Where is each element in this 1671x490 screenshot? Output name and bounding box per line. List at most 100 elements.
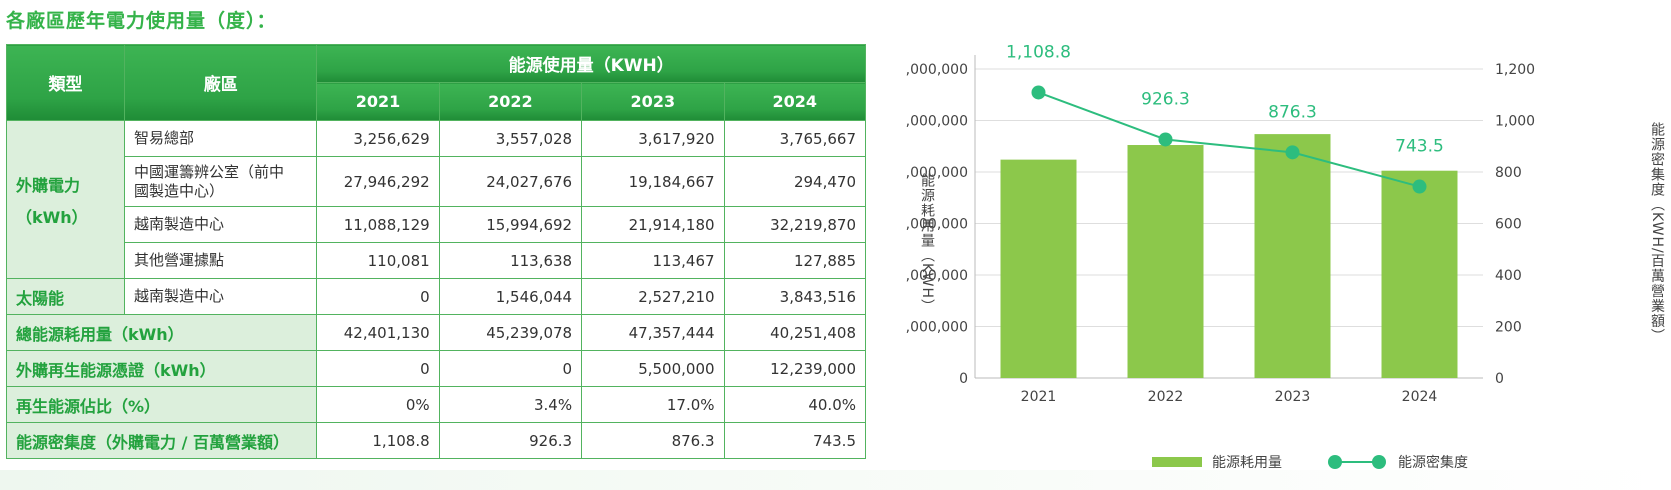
value-cell: 1,546,044 [438,278,583,315]
legend-bar-swatch [1152,457,1202,467]
bottom-fade [0,470,1671,490]
y2-tick-label: 800 [1495,165,1522,181]
value-cell: 11,088,129 [316,206,440,243]
site-cell: 中國運籌辨公室（前中 國製造中心） [123,156,318,207]
value-cell: 3,843,516 [723,278,867,315]
value-cell: 40.0% [723,386,867,423]
header-site: 廠區 [123,44,318,121]
legend-bar: 能源耗用量 [1152,452,1282,472]
header-type: 類型 [6,44,125,121]
data-label: 876.3 [1268,102,1317,122]
value-cell: 3,617,920 [581,120,725,157]
bar [1254,134,1331,378]
y-tick-label: 10,000,000 [905,320,968,336]
y2-tick-label: 1,200 [1495,62,1535,78]
y-tick-label: 50,000,000 [905,114,968,130]
value-cell: 0 [438,350,583,387]
value-cell: 40,251,408 [723,314,867,351]
value-cell: 3.4% [438,386,583,423]
site-cell: 越南製造中心 [123,206,318,243]
line-point [1031,85,1046,100]
header-year: 2024 [723,82,867,121]
value-cell: 3,765,667 [723,120,867,157]
legend-line-swatch [1328,454,1386,470]
y-tick-label: 20,000,000 [905,268,968,284]
y-tick-label: 30,000,000 [905,217,968,233]
table-row: 外購電力 （kWh） 智易總部 3,256,629 3,557,028 3,61… [6,120,867,279]
table-row: 太陽能 越南製造中心 0 1,546,044 2,527,210 3,843,5… [6,278,867,315]
value-cell: 0 [316,278,440,315]
y-axis-title: 能源耗用量（KWH） [919,173,935,315]
summary-row-rec: 外購再生能源憑證（kWh） 0 0 5,500,000 12,239,000 [5,350,867,387]
x-tick-label: 2021 [1021,389,1057,405]
y2-tick-label: 1,000 [1495,114,1535,130]
header-year: 2023 [581,82,725,121]
legend-bar-label: 能源耗用量 [1212,455,1282,471]
site-cell: 智易總部 [123,120,318,157]
value-cell: 17.0% [581,386,725,423]
site-line: 中國運籌辨公室（前中 [134,162,285,181]
x-tick-label: 2024 [1402,389,1438,405]
value-cell: 743.5 [723,422,867,459]
header-energy-usage: 能源使用量（KWH） [316,44,866,83]
header-row-2: 2021 2022 2023 2024 [7,82,867,121]
value-cell: 5,500,000 [581,350,725,387]
summary-row-renewable-share: 再生能源佔比（%） 0% 3.4% 17.0% 40.0% [5,386,867,423]
value-cell: 294,470 [723,156,867,207]
energy-chart: 0 0 10,000,000 200 20,000,000 400 30,000,000 60… [905,40,1671,490]
value-cell: 0% [316,386,440,423]
x-tick-label: 2022 [1148,389,1184,405]
value-cell: 110,081 [316,242,440,279]
legend-line-label: 能源密集度 [1398,455,1468,471]
value-cell: 127,885 [723,242,867,279]
legend-line: 能源密集度 [1328,452,1468,472]
energy-usage-table: 類型 廠區 能源使用量（KWH） 2021 2022 2023 2024 外購電… [5,44,867,459]
value-cell: 0 [316,350,440,387]
table-row: 越南製造中心 11,088,129 15,994,692 21,914,180 … [7,206,867,243]
category-unit: （kWh） [16,207,88,227]
header-year: 2022 [438,82,583,121]
value-cell: 42,401,130 [316,314,440,351]
y2-tick-label: 400 [1495,268,1522,284]
series-line [1038,91,1420,188]
value-cell: 3,256,629 [316,120,440,157]
x-tick-label: 2023 [1275,389,1311,405]
summary-row-energy-intensity: 能源密集度（外購電力 / 百萬營業額） 1,108.8 926.3 876.3 … [5,422,867,459]
site-cell: 其他營運據點 [123,242,318,279]
y2-tick-label: 600 [1495,217,1522,233]
category-solar: 太陽能 [6,278,125,315]
data-label: 743.5 [1395,137,1444,157]
line-point [1158,132,1173,147]
value-cell: 24,027,676 [438,156,583,207]
summary-row-total-energy: 總能源耗用量（kWh） 42,401,130 45,239,078 47,357… [5,314,867,351]
value-cell: 926.3 [438,422,583,459]
value-cell: 12,239,000 [723,350,867,387]
bar [1381,170,1458,378]
value-cell: 21,914,180 [581,206,725,243]
y-tick-label: 60,000,000 [905,62,968,78]
value-cell: 47,357,444 [581,314,725,351]
site-line: 國製造中心） [134,181,225,200]
value-cell: 15,994,692 [438,206,583,243]
y2-tick-label: 200 [1495,320,1522,336]
table-row: 其他營運據點 110,081 113,638 113,467 127,885 [7,242,867,279]
y2-tick-label: 0 [1495,371,1504,387]
line-point [1285,145,1300,160]
value-cell: 27,946,292 [316,156,440,207]
value-cell: 113,638 [438,242,583,279]
bar [1000,159,1077,378]
summary-label: 外購再生能源憑證（kWh） [5,350,318,387]
y2-axis-title: 能源密集度（KWH/百萬營業額） [1649,122,1665,344]
summary-label: 能源密集度（外購電力 / 百萬營業額） [5,422,318,459]
table-row: 中國運籌辨公室（前中 國製造中心） 27,946,292 24,027,676 … [7,156,867,207]
chart-canvas: 0 0 10,000,000 200 20,000,000 400 30,000,000 60… [905,42,1535,405]
value-cell: 32,219,870 [723,206,867,243]
value-cell: 113,467 [581,242,725,279]
y-tick-label: 40,000,000 [905,165,968,181]
bar [1127,145,1204,378]
value-cell: 2,527,210 [581,278,725,315]
value-cell: 1,108.8 [316,422,440,459]
value-cell: 19,184,667 [581,156,725,207]
site-cell: 越南製造中心 [123,278,318,315]
summary-label: 總能源耗用量（kWh） [5,314,318,351]
